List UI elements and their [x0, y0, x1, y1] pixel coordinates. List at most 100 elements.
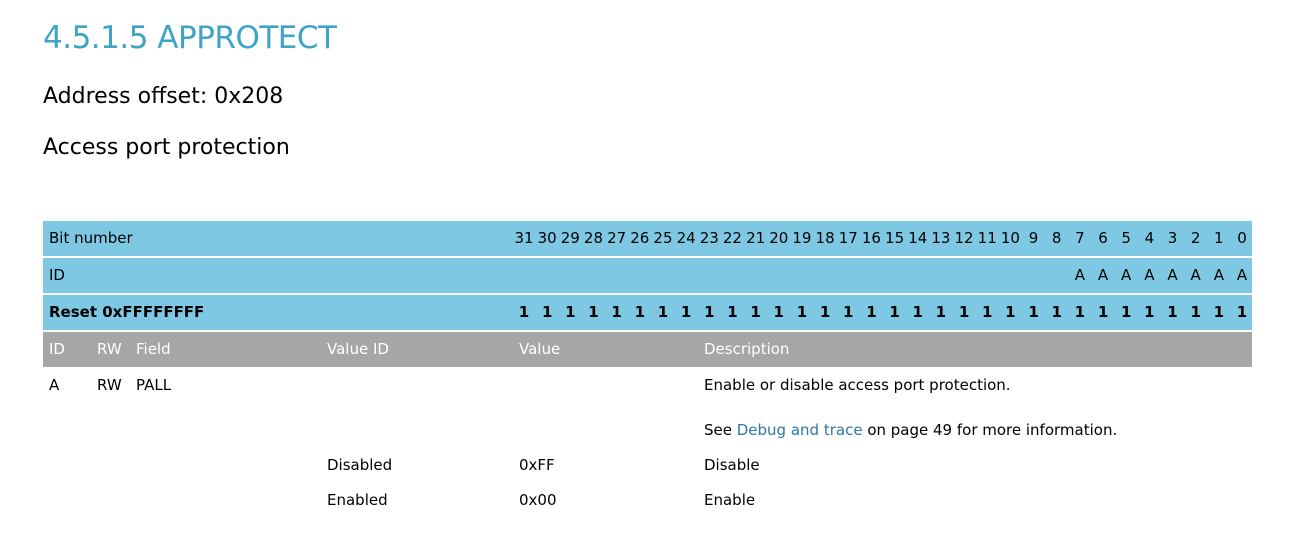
reset-bit-5: 1 [1120, 303, 1132, 321]
see-also-line: See Debug and trace on page 49 for more … [704, 421, 1117, 439]
reset-bit-29: 1 [565, 303, 576, 321]
bit-number-16: 16 [861, 229, 881, 247]
bit-number-12: 12 [954, 229, 974, 247]
bit-number-14: 14 [908, 229, 928, 247]
bit-number-30: 30 [537, 229, 557, 247]
bit-number-18: 18 [815, 229, 835, 247]
header-value-id: Value ID [327, 340, 389, 358]
bit-number-17: 17 [838, 229, 858, 247]
bit-number-7: 7 [1075, 229, 1085, 247]
value-description-disabled: Disable [704, 456, 760, 474]
bit-number-11: 11 [977, 229, 997, 247]
reset-bit-14: 1 [912, 303, 923, 321]
header-field: Field [136, 340, 171, 358]
bit-number-1: 1 [1214, 229, 1224, 247]
bit-number-0: 0 [1237, 229, 1247, 247]
bit-number-6: 6 [1098, 229, 1108, 247]
field-id: A [49, 376, 60, 394]
field-name: PALL [136, 376, 172, 394]
reset-bit-30: 1 [541, 303, 553, 321]
see-prefix: See [704, 421, 737, 439]
reset-bit-9: 1 [1028, 303, 1039, 321]
id-bit-2: A [1190, 266, 1201, 284]
header-value: Value [519, 340, 561, 358]
bit-number-29: 29 [560, 229, 580, 247]
reset-bit-1: 1 [1213, 303, 1225, 321]
bit-number-19: 19 [792, 229, 812, 247]
reset-bit-16: 1 [866, 303, 877, 321]
reset-bit-0: 1 [1236, 303, 1248, 321]
header-id: ID [49, 340, 65, 358]
bit-number-22: 22 [722, 229, 742, 247]
value-id-disabled: Disabled [327, 456, 393, 474]
bit-number-23: 23 [699, 229, 719, 247]
id-bit-5: A [1121, 266, 1132, 284]
reset-bit-22: 1 [727, 303, 738, 321]
reset-bit-15: 1 [889, 303, 900, 321]
reset-bit-2: 1 [1190, 303, 1201, 321]
value-enabled: 0x00 [519, 491, 557, 509]
bit-number-26: 26 [630, 229, 650, 247]
reset-bit-10: 1 [1005, 303, 1016, 321]
reset-bit-21: 1 [750, 303, 761, 321]
reset-bit-6: 1 [1097, 303, 1109, 321]
reset-bit-8: 1 [1051, 303, 1062, 321]
bit-number-cells: 31 30 29 28 27 26 25 24 23 22 21 20 19 18 17 16 15 14 13 12… [43, 221, 1252, 256]
reset-bit-11: 1 [982, 303, 993, 321]
address-offset: Address offset: 0x208 [43, 84, 284, 109]
bit-number-31: 31 [514, 229, 534, 247]
id-bit-7: A [1074, 266, 1085, 284]
reset-bit-12: 1 [958, 303, 970, 321]
field-description: Enable or disable access port protection… [704, 376, 1011, 394]
field-rw: RW [97, 376, 122, 394]
id-bit-1: A [1213, 266, 1224, 284]
value-id-enabled: Enabled [327, 491, 388, 509]
reset-bit-23: 1 [704, 303, 715, 321]
reset-bit-31: 1 [518, 303, 530, 321]
bit-number-20: 20 [769, 229, 789, 247]
reset-bit-17: 1 [843, 303, 854, 321]
reset-bit-28: 1 [588, 303, 599, 321]
reset-bit-27: 1 [611, 303, 622, 321]
field-table-header: ID RW Field Value ID Value Description [43, 332, 1252, 367]
bit-number-15: 15 [885, 229, 905, 247]
bit-number-13: 13 [931, 229, 951, 247]
bit-number-2: 2 [1190, 229, 1201, 247]
value-description-enabled: Enable [704, 491, 756, 509]
reset-bit-25: 1 [657, 303, 669, 321]
id-bit-0: A [1236, 266, 1248, 284]
bit-number-label: Bit number [49, 229, 133, 247]
bit-number-28: 28 [583, 229, 604, 247]
debug-and-trace-link[interactable]: Debug and trace [736, 421, 863, 439]
reset-bit-19: 1 [796, 303, 808, 321]
bit-number-24: 24 [676, 229, 696, 247]
bit-number-27: 27 [607, 229, 627, 247]
reset-bit-20: 1 [773, 303, 784, 321]
reset-bit-7: 1 [1074, 303, 1086, 321]
bit-number-row: Bit number 31 30 29 28 27 26 25 24 23 22 21 20 19 18 1… [43, 221, 1252, 256]
id-bit-3: A [1167, 266, 1178, 284]
page-title: 4.5.1.5 APPROTECT [43, 20, 337, 56]
value-disabled: 0xFF [519, 456, 555, 474]
bit-number-8: 8 [1051, 229, 1062, 247]
reset-bit-26: 1 [634, 303, 646, 321]
id-row-label: ID [49, 266, 65, 284]
reset-bit-13: 1 [935, 303, 947, 321]
bit-number-10: 10 [1000, 229, 1020, 247]
id-bit-4: A [1144, 266, 1155, 284]
bit-number-25: 25 [653, 229, 673, 247]
reset-bit-3: 1 [1167, 303, 1178, 321]
bit-number-5: 5 [1121, 229, 1131, 247]
register-description: Access port protection [43, 135, 290, 160]
bit-number-21: 21 [746, 229, 766, 247]
reset-bit-24: 1 [680, 303, 692, 321]
reset-bit-4: 1 [1144, 303, 1155, 321]
reset-bit-18: 1 [819, 303, 831, 321]
header-description: Description [704, 340, 790, 358]
see-suffix: on page 49 for more information. [862, 421, 1118, 439]
bit-number-9: 9 [1028, 229, 1039, 247]
